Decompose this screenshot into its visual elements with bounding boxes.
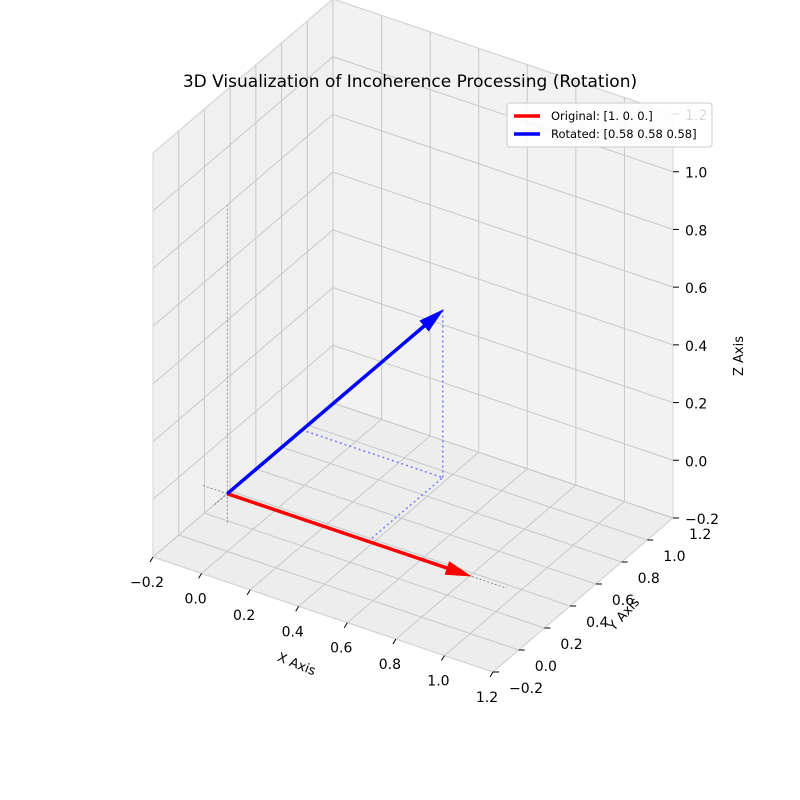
grid-floor-x <box>249 435 431 591</box>
grid-back-z <box>332 113 674 230</box>
legend: Original: [1. 0. 0.] Rotated: [0.58 0.58 … <box>506 102 713 148</box>
grid-floor-y <box>281 446 622 563</box>
y-tick-label: 0.2 <box>560 637 582 653</box>
y-tick-label: 0.6 <box>612 593 634 609</box>
top-left-edge <box>152 0 333 154</box>
grid-left-z <box>152 56 334 212</box>
z-tick-label: 0.0 <box>685 454 707 470</box>
x-axis-label: X Axis <box>275 650 318 679</box>
x-tick-mark <box>392 638 397 645</box>
z-tick-label: 0.8 <box>685 223 707 239</box>
z-tick-label: 0.6 <box>685 281 707 297</box>
x-tick-label: 0.8 <box>379 657 401 673</box>
grid-floor-y <box>178 534 519 651</box>
grid-floor-x <box>395 484 577 640</box>
x-tick-label: 0.6 <box>330 641 352 657</box>
x-tick-label: 1.0 <box>427 674 449 690</box>
grid-back-z <box>332 344 674 461</box>
vectors <box>226 308 472 577</box>
z-tick-label: 0.4 <box>685 339 707 355</box>
rotated-vector-line <box>226 324 426 496</box>
pane-left <box>153 0 333 557</box>
axis-lines <box>152 0 674 673</box>
grid-left-z <box>152 344 334 500</box>
x-tick-mark <box>489 671 494 678</box>
grid-floor-x <box>444 501 625 656</box>
legend-label: Rotated: [0.58 0.58 0.58] <box>551 127 697 141</box>
x-tick-label: 0.2 <box>233 608 255 624</box>
y-tick-label: 0.8 <box>638 571 660 587</box>
rotated-vector-arrowhead <box>419 308 445 332</box>
y-tick-label: 0.0 <box>535 659 557 675</box>
x-axis-line <box>152 556 494 673</box>
y-axis-line <box>492 517 674 673</box>
x-tick-mark <box>246 589 251 596</box>
grid-floor-x <box>201 419 382 574</box>
z-tick-label: 1.0 <box>685 166 707 182</box>
x-tick-mark <box>295 606 300 612</box>
x-tick-label: 1.2 <box>476 690 498 706</box>
x-tick-mark <box>149 556 154 563</box>
x-tick-mark <box>440 655 445 661</box>
chart-title: 3D Visualization of Incoherence Processi… <box>183 72 637 92</box>
z-tick-label: 0.2 <box>685 397 707 413</box>
grid-left-z <box>152 229 334 385</box>
grid-back-z <box>332 56 674 173</box>
grid-left-z <box>152 114 334 269</box>
y-tick-label: 1.2 <box>689 527 711 543</box>
y-tick-label: 0.4 <box>586 615 608 631</box>
grid-back-z <box>332 229 674 346</box>
x-tick-mark <box>343 622 348 628</box>
grid-floor-x <box>298 451 480 607</box>
grid-back-z <box>332 287 674 404</box>
x-tick-mark <box>198 573 203 579</box>
z-axis-label: Z Axis <box>732 336 747 376</box>
grid-floor-y <box>332 402 674 519</box>
y-tick-label: 1.0 <box>663 549 685 565</box>
x-tick-label: 0.4 <box>282 624 304 640</box>
grid-left-z <box>152 287 334 442</box>
legend-label: Original: [1. 0. 0.] <box>551 109 653 123</box>
x-tick-label: −0.2 <box>130 575 164 591</box>
grid-floor-y <box>229 490 571 607</box>
grid-floor-y <box>255 468 597 585</box>
grid-floor-x <box>346 468 528 624</box>
grid-floor-y <box>307 424 648 541</box>
original-vector-line <box>226 492 448 570</box>
x-tick-label: 0.0 <box>184 591 206 607</box>
top-back-edge <box>334 0 674 115</box>
grid-back-z <box>332 171 674 288</box>
original-vector-arrowhead <box>444 561 472 577</box>
grid-left-z <box>152 171 334 327</box>
pane-floor <box>153 403 673 672</box>
rotated-drop-y <box>367 476 444 542</box>
legend-box <box>506 102 713 148</box>
z-tick-label: −0.2 <box>685 512 719 528</box>
y-tick-label: −0.2 <box>509 681 543 697</box>
grid-floor-y <box>204 512 545 629</box>
